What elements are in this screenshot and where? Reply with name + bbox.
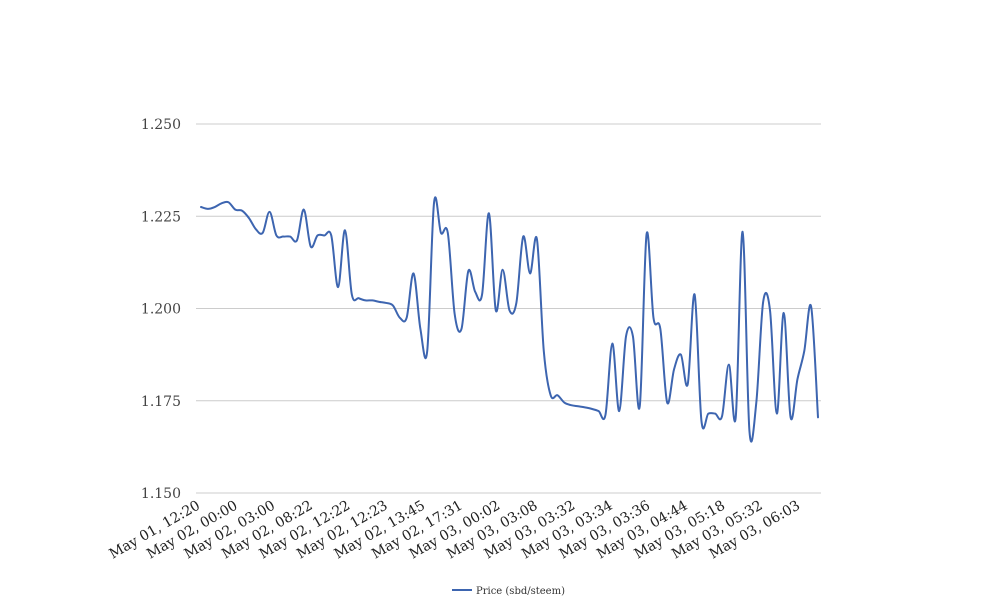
y-tick-label: 1.175 bbox=[141, 394, 181, 410]
y-tick-label: 1.250 bbox=[141, 117, 181, 133]
y-axis-ticks: 1.150 1.175 1.200 1.225 1.250 bbox=[141, 117, 181, 502]
series-line bbox=[200, 196, 819, 443]
legend[interactable]: Price (sbd/steem) bbox=[452, 586, 565, 597]
y-tick-label: 1.200 bbox=[141, 302, 181, 318]
y-tick-label: 1.150 bbox=[141, 486, 181, 502]
y-tick-label: 1.225 bbox=[141, 209, 181, 225]
series-layer bbox=[200, 196, 819, 443]
legend-label: Price (sbd/steem) bbox=[476, 586, 565, 597]
